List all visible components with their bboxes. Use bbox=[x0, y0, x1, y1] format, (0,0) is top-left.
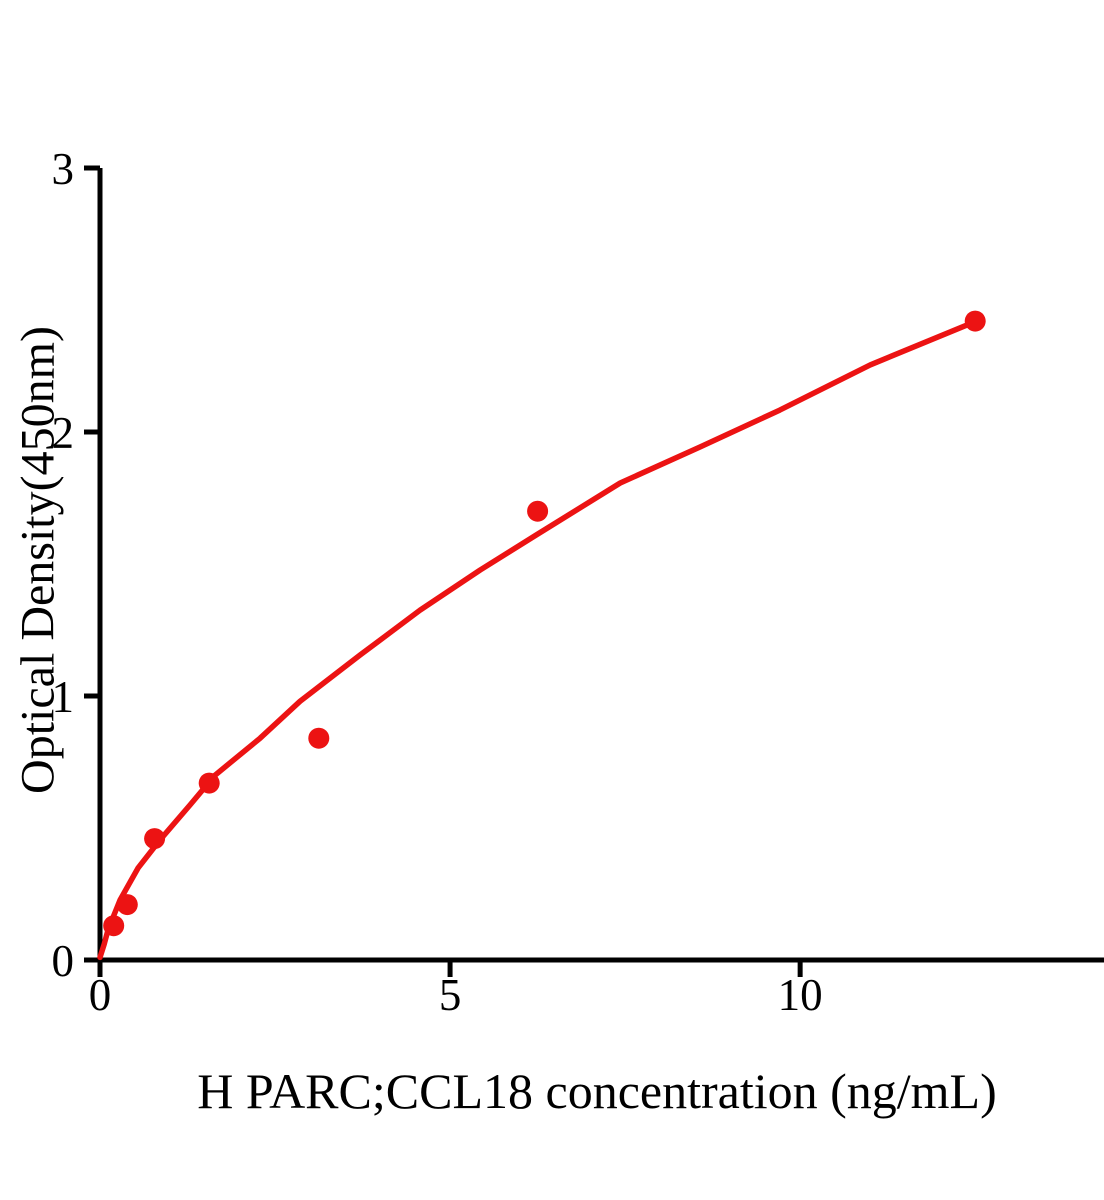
y-tick-label: 0 bbox=[52, 936, 75, 986]
data-point bbox=[144, 828, 166, 850]
data-point bbox=[308, 727, 330, 749]
y-tick-label: 1 bbox=[52, 672, 75, 722]
x-tick-label: 5 bbox=[439, 970, 462, 1020]
x-tick-label: 0 bbox=[89, 970, 112, 1020]
y-axis-title: Optical Density(450nm) bbox=[11, 326, 65, 794]
y-tick-label: 3 bbox=[52, 144, 75, 194]
data-point bbox=[198, 772, 220, 794]
data-point bbox=[103, 915, 125, 937]
fit-curve bbox=[97, 319, 978, 961]
y-tick-label: 2 bbox=[52, 408, 75, 458]
data-point bbox=[964, 310, 986, 332]
data-point bbox=[527, 500, 549, 522]
x-tick-label: 10 bbox=[778, 970, 823, 1020]
x-axis-title: H PARC;CCL18 concentration (ng/mL) bbox=[197, 1063, 997, 1119]
data-point bbox=[116, 894, 138, 916]
